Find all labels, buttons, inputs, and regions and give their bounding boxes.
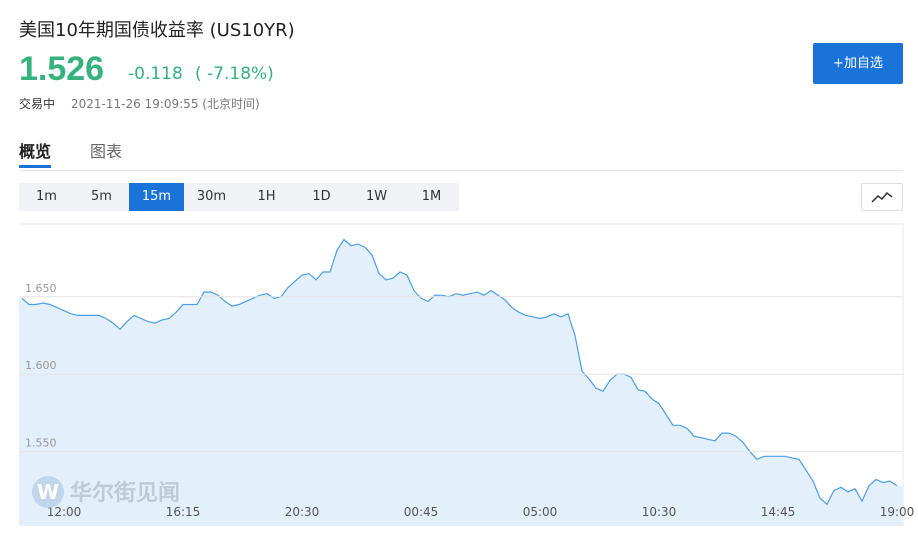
interval-button[interactable]: 1M — [421, 189, 442, 204]
x-tick-label: 00:45 — [404, 505, 439, 519]
interval-button[interactable]: 1D — [312, 189, 331, 204]
chart-type-button[interactable] — [861, 183, 903, 211]
watermark-logo-text: W — [37, 480, 59, 504]
x-tick-label: 20:30 — [285, 505, 320, 519]
separator — [19, 170, 903, 171]
price-change-percent: ( -7.18%) — [195, 64, 274, 84]
interval-bar — [19, 183, 459, 211]
price: 1.526 — [19, 50, 105, 88]
trading-status: 交易中 — [19, 97, 56, 111]
line — [21, 238, 898, 506]
watermark-logo — [32, 476, 64, 508]
x-tick-label: 05:00 — [523, 505, 558, 519]
interval-button[interactable]: 30m — [196, 189, 227, 204]
y-tick-label: 1.600 — [25, 359, 57, 372]
timestamp: 2021-11-26 19:09:55 (北京时间) — [71, 97, 260, 111]
interval-button[interactable]: 5m — [91, 189, 112, 204]
tab[interactable]: 图表 — [90, 142, 123, 161]
x-tick-label: 12:00 — [47, 505, 82, 519]
interval-button[interactable]: 1W — [365, 189, 388, 204]
price-change: -0.118 — [128, 64, 183, 84]
y-tick-label: 1.550 — [25, 437, 57, 450]
area — [19, 239, 903, 526]
x-tick-label: 10:30 — [642, 505, 677, 519]
chart-type-icon — [871, 191, 893, 203]
interval-button[interactable]: 15m — [129, 183, 184, 211]
interval-button[interactable]: 1m — [36, 189, 57, 204]
x-tick-label: 14:45 — [761, 505, 796, 519]
tab-underline — [19, 165, 51, 168]
title: 美国10年期国债收益率 (US10YR) — [19, 20, 295, 41]
x-tick-label: 16:15 — [166, 505, 201, 519]
add-watchlist-button[interactable]: +加自选 — [813, 43, 903, 84]
x-tick-label: 19:00 — [880, 505, 915, 519]
y-tick-label: 1.650 — [25, 282, 57, 295]
interval-button[interactable]: 1H — [257, 189, 276, 204]
watermark-text: 华尔街见闻 — [70, 480, 180, 506]
tab[interactable]: 概览 — [19, 142, 52, 161]
